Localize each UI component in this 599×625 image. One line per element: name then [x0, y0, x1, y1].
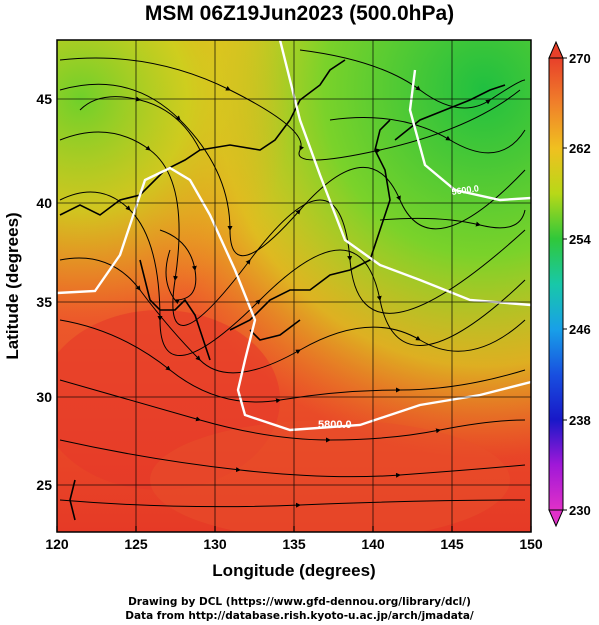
- y-tick-35: 35: [36, 294, 52, 310]
- y-tick-30: 30: [36, 389, 52, 405]
- footer-credit-data: Data from http://database.rish.kyoto-u.a…: [125, 610, 474, 622]
- y-tick-labels: 25 30 35 40 45: [36, 91, 52, 493]
- y-axis-label: Latitude (degrees): [3, 212, 22, 359]
- x-axis-label: Longitude (degrees): [212, 561, 375, 580]
- x-tick-145: 145: [440, 536, 464, 552]
- y-tick-25: 25: [36, 477, 52, 493]
- footer-credit-dcl: Drawing by DCL (https://www.gfd-dennou.o…: [128, 596, 471, 608]
- y-tick-45: 45: [36, 91, 52, 107]
- colorbar-label-230: 230: [569, 503, 591, 518]
- colorbar-label-246: 246: [569, 322, 591, 337]
- colorbar-scale: [548, 57, 564, 511]
- colorbar-label-262: 262: [569, 141, 591, 156]
- contour-label-5600: 5600.0: [451, 183, 480, 197]
- x-tick-140: 140: [361, 536, 385, 552]
- colorbar-label-270: 270: [569, 51, 591, 66]
- x-tick-135: 135: [282, 536, 306, 552]
- temperature-field: [57, 40, 531, 532]
- wind-streamlines: [59, 49, 526, 508]
- contour-label-5800: 5800.0: [318, 419, 352, 431]
- x-tick-150: 150: [519, 536, 543, 552]
- x-tick-labels: 120 125 130 135 140 145 150: [45, 536, 543, 552]
- lat-lon-grid: [57, 40, 531, 532]
- colorbar: 270 262 254 246 238 230: [548, 40, 591, 528]
- colorbar-label-254: 254: [569, 232, 591, 247]
- x-axis-ticks: [56, 526, 532, 532]
- height-contours: [57, 40, 531, 432]
- colorbar-label-238: 238: [569, 413, 591, 428]
- map-title: MSM 06Z19Jun2023 (500.0hPa): [144, 2, 455, 25]
- x-tick-125: 125: [124, 536, 148, 552]
- x-tick-130: 130: [203, 536, 227, 552]
- colorbar-bottom-arrow: [548, 509, 564, 528]
- x-tick-120: 120: [45, 536, 69, 552]
- colorbar-top-arrow: [548, 40, 564, 59]
- y-tick-40: 40: [36, 195, 52, 211]
